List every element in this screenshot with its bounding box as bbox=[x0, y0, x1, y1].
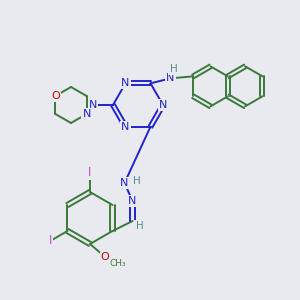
Text: N: N bbox=[89, 100, 97, 110]
Text: N: N bbox=[120, 178, 129, 188]
Text: CH₃: CH₃ bbox=[110, 260, 126, 268]
Text: N: N bbox=[121, 78, 130, 88]
Text: N: N bbox=[166, 73, 175, 83]
Text: N: N bbox=[128, 196, 137, 206]
Text: H: H bbox=[136, 221, 143, 231]
Text: N: N bbox=[159, 100, 167, 110]
Text: O: O bbox=[100, 252, 109, 262]
Text: I: I bbox=[88, 166, 92, 178]
Text: I: I bbox=[49, 235, 52, 248]
Text: H: H bbox=[133, 176, 140, 186]
Text: N: N bbox=[121, 122, 130, 132]
Text: N: N bbox=[82, 109, 91, 119]
Text: O: O bbox=[51, 91, 60, 101]
Text: H: H bbox=[169, 64, 177, 74]
